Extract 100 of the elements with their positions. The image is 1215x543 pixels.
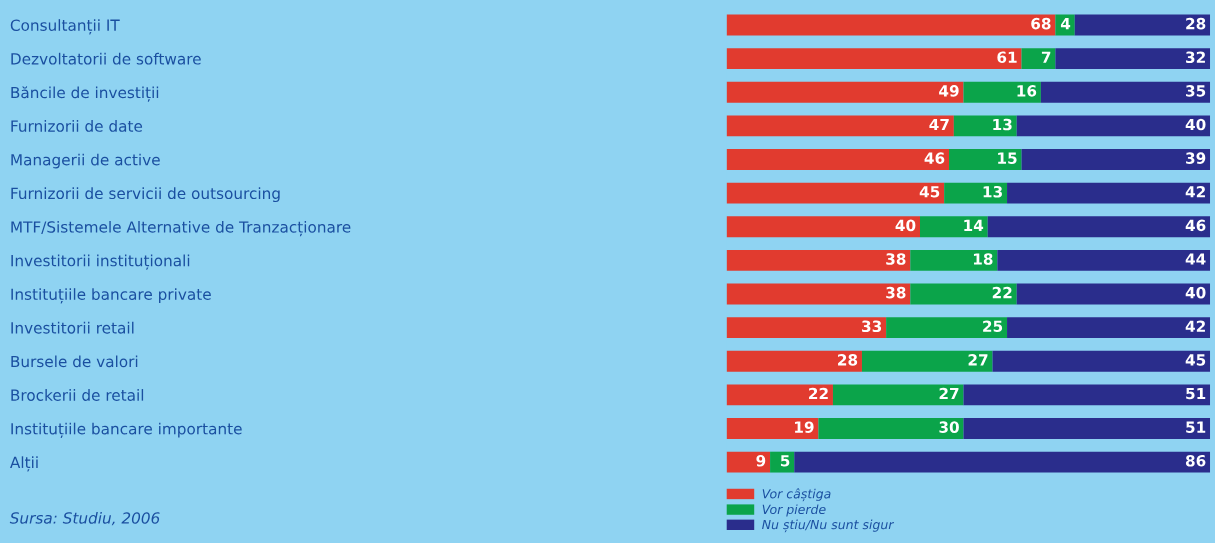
- bar: [726, 81, 964, 103]
- bar: [886, 317, 1008, 339]
- data-label: 40: [895, 219, 916, 232]
- bar: [949, 149, 1022, 170]
- legend-label: Vor pierde: [762, 504, 826, 517]
- data-label: 39: [1186, 152, 1206, 164]
- data-label: 68: [1031, 17, 1051, 30]
- text: Sursa: Studiu, 2006: [9, 511, 160, 526]
- bar: [832, 384, 964, 406]
- data-label: 16: [1017, 85, 1037, 97]
- y-tick-label: MTF/Sistemele Alternative de Tranzacționare: [11, 220, 351, 237]
- bar: [992, 350, 1211, 372]
- data-label: 19: [795, 421, 814, 433]
- bar: [987, 216, 1211, 238]
- y-tick-label: Alții: [10, 456, 38, 472]
- bar: [726, 283, 911, 305]
- bar: [726, 418, 819, 439]
- bar: [726, 48, 1022, 70]
- data-label: 40: [1185, 118, 1206, 131]
- data-label: 51: [1186, 421, 1206, 433]
- legend-label: Vor câștiga: [762, 488, 831, 502]
- data-label: 27: [939, 387, 959, 400]
- bar: [1040, 81, 1211, 103]
- data-label: 40: [1185, 286, 1206, 299]
- data-label: 28: [1186, 17, 1206, 30]
- data-label: 86: [1185, 454, 1206, 467]
- data-label: 32: [1186, 51, 1205, 64]
- y-tick-label: Instituțiile bancare private: [11, 288, 211, 304]
- y-tick-label: Dezvoltatorii de software: [11, 52, 201, 65]
- data-label: 45: [919, 186, 940, 198]
- data-label: 51: [1186, 387, 1206, 400]
- legend-label: Nu știu/Nu sunt sigur: [762, 519, 895, 533]
- bar: [1007, 317, 1211, 339]
- bar: [818, 418, 964, 439]
- bar: [944, 182, 1008, 204]
- y-tick-label: Investitorii retail: [11, 321, 134, 334]
- data-label: 46: [1185, 219, 1206, 232]
- y-tick-label: Instituțiile bancare importante: [11, 422, 242, 438]
- bar: [1007, 182, 1211, 204]
- data-label: 25: [983, 320, 1003, 333]
- bar: [1021, 48, 1056, 70]
- data-label: 44: [1185, 253, 1206, 265]
- bar: [726, 317, 887, 339]
- bar: [726, 182, 945, 204]
- data-label: 38: [886, 253, 906, 265]
- data-label: 22: [809, 387, 828, 400]
- data-label: 18: [973, 253, 993, 265]
- data-label: 27: [968, 354, 988, 366]
- y-tick-label: Managerii de active: [11, 153, 160, 169]
- data-label: 46: [924, 152, 945, 164]
- data-label: 7: [1041, 51, 1051, 63]
- data-label: 13: [983, 185, 1002, 198]
- bar: [963, 81, 1041, 103]
- bar: [953, 115, 1017, 137]
- data-label: 47: [929, 118, 949, 131]
- bar: [726, 14, 1056, 36]
- bar: [861, 350, 993, 372]
- y-tick-label: Băncile de investiții: [11, 86, 159, 102]
- data-label: 49: [939, 85, 959, 97]
- bar: [1055, 48, 1211, 70]
- bar: [997, 249, 1211, 271]
- y-tick-label: Brockerii de retail: [11, 389, 144, 401]
- bar: [726, 384, 833, 406]
- data-label: 28: [838, 354, 858, 366]
- bar: [1021, 149, 1211, 170]
- data-label: 33: [862, 320, 882, 333]
- data-label: 45: [1185, 354, 1206, 366]
- y-tick-label: Furnizorii de date: [11, 120, 143, 132]
- data-label: 4: [1060, 18, 1071, 30]
- y-tick-label: Consultanții IT: [10, 19, 120, 35]
- bar: [726, 350, 862, 372]
- bar: [1074, 14, 1211, 36]
- bar: [726, 216, 920, 238]
- bar: [794, 451, 1211, 473]
- data-label: 30: [939, 421, 959, 433]
- bar: [726, 451, 771, 473]
- bar: [920, 216, 988, 238]
- data-label: 9: [756, 455, 766, 467]
- bar: [963, 418, 1211, 439]
- data-label: 5: [780, 455, 790, 467]
- bar: [1016, 283, 1211, 305]
- data-label: 35: [1186, 85, 1206, 97]
- bar: [1016, 115, 1211, 137]
- data-label: 13: [993, 118, 1012, 131]
- data-label: 15: [998, 152, 1017, 164]
- data-label: 38: [886, 286, 906, 299]
- bar: [963, 384, 1211, 406]
- data-label: 14: [964, 219, 984, 231]
- bar: [910, 249, 998, 271]
- data-label: 42: [1185, 185, 1205, 198]
- bar: [726, 249, 911, 271]
- y-tick-label: Furnizorii de servicii de outsourcing: [11, 187, 280, 203]
- data-label: 61: [997, 51, 1017, 64]
- bar: [910, 283, 1017, 305]
- y-tick-label: Bursele de valori: [11, 355, 138, 368]
- data-label: 42: [1185, 320, 1205, 332]
- bar: [726, 115, 954, 137]
- bar: [726, 149, 950, 170]
- data-label: 22: [992, 286, 1012, 299]
- y-tick-label: Investitorii instituționali: [11, 254, 190, 270]
